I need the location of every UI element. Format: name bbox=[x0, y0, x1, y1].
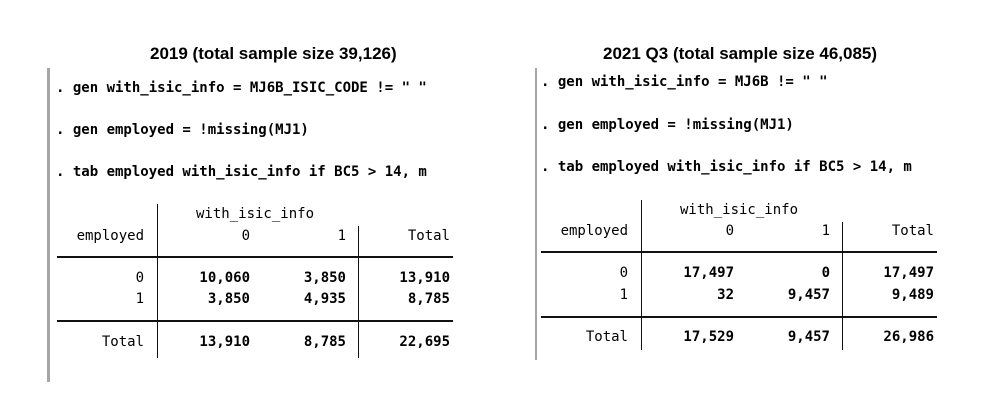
left-table-vline-1 bbox=[157, 204, 158, 358]
right-row-label-0: 0 bbox=[619, 265, 628, 281]
left-command-2: . gen employed = !missing(MJ1) bbox=[56, 122, 309, 138]
right-cell-0-1: 0 bbox=[821, 265, 830, 281]
left-cell-1-0: 3,850 bbox=[207, 291, 250, 307]
left-cell-1-total: 8,785 bbox=[407, 291, 450, 307]
right-cell-1-total: 9,489 bbox=[891, 287, 934, 303]
right-panel-title: 2021 Q3 (total sample size 46,085) bbox=[603, 44, 878, 63]
right-cell-0-total: 17,497 bbox=[883, 265, 934, 281]
left-cell-0-0: 10,060 bbox=[199, 270, 250, 286]
left-col-header-0: 0 bbox=[241, 228, 250, 244]
right-table-vline-2 bbox=[842, 222, 843, 350]
right-command-2: . gen employed = !missing(MJ1) bbox=[541, 117, 794, 133]
left-panel-title: 2019 (total sample size 39,126) bbox=[150, 44, 397, 63]
right-total-grand: 26,986 bbox=[883, 329, 934, 345]
left-cell-0-1: 3,850 bbox=[303, 270, 346, 286]
left-total-grand: 22,695 bbox=[399, 334, 450, 350]
right-total-label: Total bbox=[585, 329, 628, 345]
right-command-1: . gen with_isic_info = MJ6B != " " bbox=[541, 74, 828, 90]
right-row-label-1: 1 bbox=[619, 287, 628, 303]
right-cell-1-0: 32 bbox=[717, 287, 734, 303]
right-table-hline-header bbox=[541, 251, 937, 253]
right-col-header-1: 1 bbox=[821, 223, 830, 239]
left-total-label: Total bbox=[101, 334, 144, 350]
right-command-3: . tab employed with_isic_info if BC5 > 1… bbox=[541, 159, 912, 175]
left-command-3: . tab employed with_isic_info if BC5 > 1… bbox=[56, 164, 427, 180]
right-col-group-label: with_isic_info bbox=[680, 202, 799, 218]
right-col-header-0: 0 bbox=[725, 223, 734, 239]
left-total-1: 8,785 bbox=[303, 334, 346, 350]
left-cell-1-1: 4,935 bbox=[303, 291, 346, 307]
left-col-header-total: Total bbox=[407, 228, 450, 244]
left-row-var-label: employed bbox=[76, 228, 144, 244]
right-col-header-total: Total bbox=[891, 223, 934, 239]
left-row-label-0: 0 bbox=[135, 270, 144, 286]
right-console-border bbox=[535, 68, 537, 360]
left-col-header-1: 1 bbox=[337, 228, 346, 244]
right-row-var-label: employed bbox=[560, 223, 628, 239]
left-cell-0-total: 13,910 bbox=[399, 270, 450, 286]
left-console-border bbox=[47, 68, 50, 382]
left-row-label-1: 1 bbox=[135, 291, 144, 307]
left-total-0: 13,910 bbox=[199, 334, 250, 350]
right-total-1: 9,457 bbox=[787, 329, 830, 345]
left-table-vline-2 bbox=[358, 226, 359, 358]
right-table-hline-total bbox=[541, 316, 937, 318]
left-col-group-label: with_isic_info bbox=[196, 206, 315, 222]
right-cell-1-1: 9,457 bbox=[787, 287, 830, 303]
left-table-hline-header bbox=[57, 256, 453, 258]
right-cell-0-0: 17,497 bbox=[683, 265, 734, 281]
left-table-hline-total bbox=[57, 320, 453, 322]
left-command-1: . gen with_isic_info = MJ6B_ISIC_CODE !=… bbox=[56, 80, 427, 96]
right-table-vline-1 bbox=[641, 200, 642, 350]
right-total-0: 17,529 bbox=[683, 329, 734, 345]
